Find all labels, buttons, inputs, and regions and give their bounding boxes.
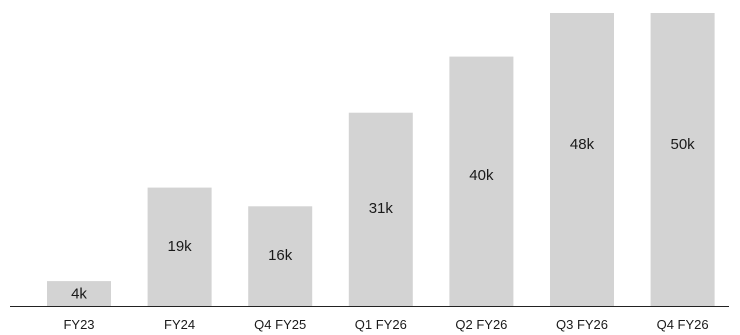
value-label-fy24: 19k: [168, 238, 193, 255]
bar-q2-fy26: [449, 56, 514, 306]
bar-q4-fy26: [650, 13, 715, 306]
bar-q3-fy26: [550, 13, 614, 306]
x-tick-label-fy24: FY24: [164, 317, 195, 332]
value-label-q4-fy26: 50k: [671, 136, 696, 153]
x-tick-labels-layer: FY23 FY24 Q4 FY25 Q1 FY26 Q2 FY26 Q3 FY26 Q4 F…: [63, 317, 708, 332]
x-tick-label-q4-fy25: Q4 FY25: [254, 317, 306, 332]
bar-fy24: [147, 187, 212, 306]
value-label-q2-fy26: 40k: [469, 167, 494, 184]
value-labels-layer: 4k 19k 16k 31k 40k 48k 50k: [71, 136, 695, 303]
x-tick-label-q2-fy26: Q2 FY26: [455, 317, 507, 332]
value-label-q3-fy26: 48k: [570, 136, 595, 153]
value-label-q1-fy26: 31k: [369, 200, 394, 217]
x-tick-label-fy23: FY23: [63, 317, 94, 332]
bar-fy23: [47, 281, 111, 306]
x-tick-label-q3-fy26: Q3 FY26: [556, 317, 608, 332]
x-tick-label-q4-fy26: Q4 FY26: [657, 317, 709, 332]
bars-layer: [47, 13, 715, 306]
x-tick-label-q1-fy26: Q1 FY26: [355, 317, 407, 332]
bar-q4-fy25: [248, 206, 313, 306]
bar-q1-fy26: [348, 112, 413, 306]
value-label-fy23: 4k: [71, 286, 87, 303]
value-label-q4-fy25: 16k: [268, 247, 293, 264]
